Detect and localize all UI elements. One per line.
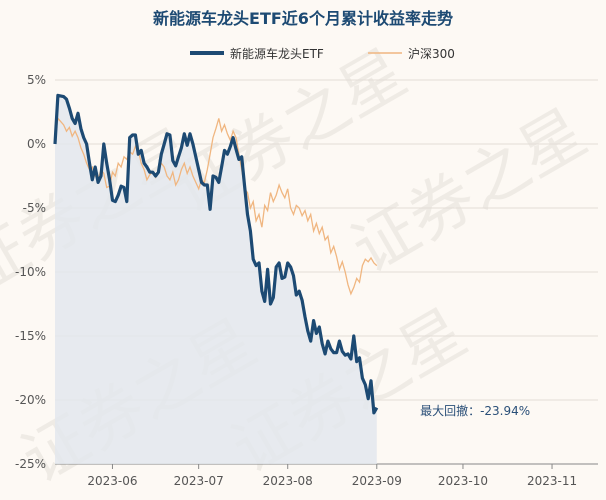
x-tick-label: 2023-11 bbox=[527, 474, 577, 488]
y-tick-label: -10% bbox=[15, 265, 46, 279]
x-axis: 2023-06 2023-07 2023-08 2023-09 2023-10 2023-… bbox=[55, 463, 598, 488]
x-tick-label: 2023-08 bbox=[263, 474, 313, 488]
y-tick-label: -25% bbox=[15, 457, 46, 471]
x-tick-label: 2023-10 bbox=[438, 474, 488, 488]
chart-title: 新能源车龙头ETF近6个月累计收益率走势 bbox=[153, 9, 453, 28]
legend-label-index: 沪深300 bbox=[408, 47, 455, 61]
etf-area-fill bbox=[55, 95, 377, 465]
watermark-text: 证券之星 bbox=[340, 96, 599, 288]
y-tick-label: -5% bbox=[23, 201, 46, 215]
max-drawdown-annotation: 最大回撤：-23.94% bbox=[420, 403, 530, 418]
y-tick-label: -15% bbox=[15, 329, 46, 343]
legend: 新能源车龙头ETF 沪深300 bbox=[190, 46, 455, 61]
series-line-etf bbox=[53, 93, 379, 415]
x-tick-label: 2023-06 bbox=[87, 474, 137, 488]
x-tick-label: 2023-09 bbox=[352, 474, 402, 488]
y-tick-label: 5% bbox=[27, 73, 46, 87]
y-tick-label: -20% bbox=[15, 393, 46, 407]
y-axis: 5% 0% -5% -10% -15% -20% -25% bbox=[15, 73, 46, 471]
y-tick-label: 0% bbox=[27, 137, 46, 151]
x-tick-label: 2023-07 bbox=[174, 474, 224, 488]
legend-label-etf: 新能源车龙头ETF bbox=[230, 46, 324, 61]
